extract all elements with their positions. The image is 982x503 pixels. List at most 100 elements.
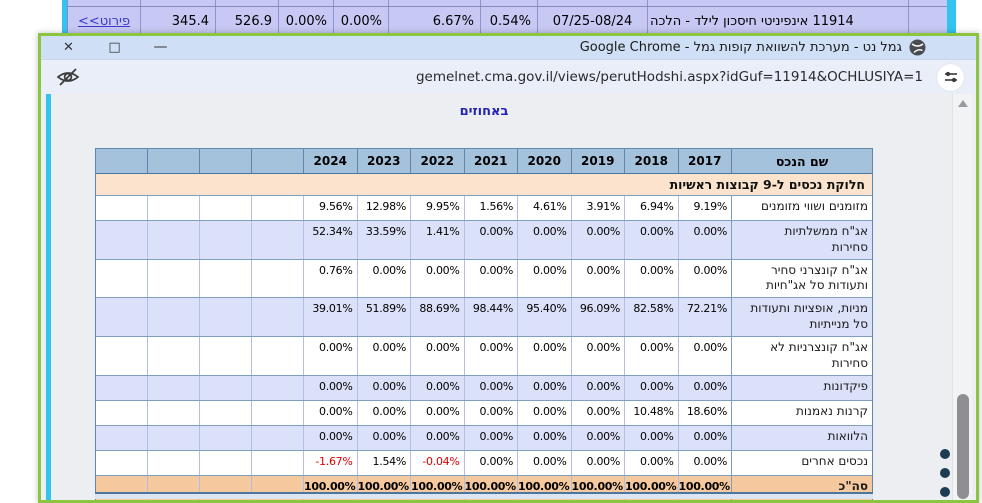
asset-value-cell: 100.00%: [679, 475, 732, 500]
floating-dots-widget[interactable]: [940, 449, 951, 500]
section-title: חלוקת נכסים ל-9 קבוצות ראשיות: [669, 177, 865, 192]
detail-link[interactable]: פירוט>>: [77, 14, 131, 29]
asset-value-cell: 98.44%: [465, 298, 518, 336]
dot-icon: [940, 468, 950, 478]
asset-name-cell: אג"ח קונצרני סחיר ותעודות סל אג"חיות: [765, 262, 868, 293]
asset-value-cell: 0.00%: [572, 259, 625, 298]
asset-value-cell: 100.00%: [304, 475, 358, 500]
asset-value-cell: 0.00%: [358, 425, 411, 450]
dot-icon: [940, 449, 950, 459]
asset-value-cell: 0.00%: [518, 221, 572, 259]
asset-value-cell: 0.00%: [411, 375, 465, 400]
asset-value-cell: 0.00%: [465, 259, 518, 298]
vertical-scrollbar[interactable]: [952, 94, 972, 500]
fund-row: פירוט>> 345.4 526.9 0.00% 0.00% 6.67% 0.…: [68, 7, 947, 36]
url-text[interactable]: gemelnet.cma.gov.il/views/perutHodshi.as…: [415, 69, 923, 85]
year-header: 2022: [411, 149, 465, 173]
year-header: 2024: [304, 149, 358, 173]
background-funds-table: פירוט>> 345.4 526.9 0.00% 0.00% 6.67% 0.…: [67, 0, 947, 36]
table-row: 0.00% 0.00% 0.00% 0.00% 0.00% 0.00% 0.00% 0.00%…: [96, 336, 872, 376]
asset-value-cell: 0.00%: [625, 336, 679, 375]
maximize-button[interactable]: □: [108, 40, 121, 55]
asset-value-cell: 1.56%: [465, 196, 518, 220]
asset-value-cell: 0.00%: [465, 450, 518, 475]
asset-value-cell: 0.00%: [465, 425, 518, 450]
asset-value-cell: 0.00%: [304, 375, 358, 400]
asset-value-cell: 12.98%: [358, 196, 411, 220]
fund-value-cell: 345.4: [141, 7, 216, 36]
background-partial-row: [68, 0, 947, 7]
asset-value-cell: 0.00%: [411, 425, 465, 450]
scrollbar-up-arrow[interactable]: [958, 100, 968, 107]
year-header: 2017: [679, 149, 732, 173]
section-title-row: חלוקת נכסים ל-9 קבוצות ראשיות: [96, 174, 872, 196]
asset-value-cell: 39.01%: [304, 298, 358, 336]
asset-name-cell: קרנות נאמנות: [796, 403, 868, 418]
asset-name-header: שם הנכס: [775, 154, 829, 169]
close-button[interactable]: ✕: [63, 40, 74, 55]
asset-value-cell: 0.00%: [679, 375, 732, 400]
table-row: 9.56% 12.98% 9.95% 1.56% 4.61% 3.91% 6.94% 9.19…: [96, 196, 872, 221]
tune-icon: [944, 71, 957, 83]
asset-value-cell: 82.58%: [625, 298, 679, 336]
asset-value-cell: 0.00%: [518, 336, 572, 375]
asset-value-cell: 10.48%: [625, 400, 679, 425]
fund-value-cell: 0.54%: [481, 7, 538, 36]
asset-value-cell: 0.00%: [518, 259, 572, 298]
asset-name-cell: סה"כ: [838, 478, 868, 493]
asset-value-cell: 51.89%: [358, 298, 411, 336]
asset-value-cell: -1.67%: [304, 450, 358, 475]
asset-value-cell: 0.00%: [304, 425, 358, 450]
asset-value-cell: 0.00%: [625, 221, 679, 259]
asset-value-cell: 0.00%: [572, 450, 625, 475]
year-header: 2023: [358, 149, 411, 173]
asset-value-cell: 18.60%: [679, 400, 732, 425]
fund-value-cell: 526.9: [216, 7, 279, 36]
site-settings-button[interactable]: [937, 63, 964, 91]
browser-window: ✕ □ — גמל נט - מערכת להשוואת קופות גמל -…: [38, 33, 979, 503]
fund-value-cell: 0.00%: [279, 7, 334, 36]
asset-value-cell: 0.00%: [572, 375, 625, 400]
window-titlebar[interactable]: ✕ □ — גמל נט - מערכת להשוואת קופות גמל -…: [41, 36, 976, 59]
asset-value-cell: 100.00%: [625, 475, 679, 500]
year-header: 2021: [465, 149, 518, 173]
asset-value-cell: 0.00%: [465, 336, 518, 375]
window-title: גמל נט - מערכת להשוואת קופות גמל - Googl…: [579, 40, 902, 55]
eye-slash-icon[interactable]: [55, 66, 81, 88]
asset-value-cell: 0.00%: [358, 336, 411, 375]
asset-value-cell: 9.19%: [679, 196, 732, 220]
asset-value-cell: 95.40%: [518, 298, 572, 336]
asset-value-cell: 0.76%: [304, 259, 358, 298]
page-accent-line-right: [947, 0, 956, 36]
asset-value-cell: 9.95%: [411, 196, 465, 220]
asset-value-cell: 0.00%: [679, 450, 732, 475]
globe-icon: [909, 39, 926, 56]
asset-value-cell: 3.91%: [572, 196, 625, 220]
asset-name-cell: הלוואות: [827, 428, 868, 443]
url-bar[interactable]: gemelnet.cma.gov.il/views/perutHodshi.as…: [41, 59, 976, 94]
asset-value-cell: 72.21%: [679, 298, 732, 336]
fund-value-cell: 6.67%: [389, 7, 481, 36]
content-accent-line: [46, 94, 51, 500]
table-row: 0.00% 0.00% 0.00% 0.00% 0.00% 0.00% 0.00% 0.00%…: [96, 425, 872, 451]
asset-value-cell: 0.00%: [304, 400, 358, 425]
scrollbar-thumb[interactable]: [957, 394, 969, 499]
table-row: 0.00% 0.00% 0.00% 0.00% 0.00% 0.00% 10.48% 18.6…: [96, 400, 872, 426]
asset-value-cell: 100.00%: [518, 475, 572, 500]
asset-value-cell: 100.00%: [358, 475, 411, 500]
asset-value-cell: 0.00%: [304, 336, 358, 375]
minimize-button[interactable]: —: [153, 39, 168, 55]
next-table-edge: [95, 492, 873, 499]
table-row: 0.00% 0.00% 0.00% 0.00% 0.00% 0.00% 0.00% 0.00%…: [96, 375, 872, 401]
fund-period-cell: 07/25-08/24: [538, 7, 648, 36]
page-content: באחוזים 2024 2023 2022 2021 2020 2019 20…: [41, 94, 976, 500]
background-page-strip: פירוט>> 345.4 526.9 0.00% 0.00% 6.67% 0.…: [0, 0, 982, 36]
asset-value-cell: 0.00%: [572, 425, 625, 450]
asset-value-cell: 100.00%: [465, 475, 518, 500]
asset-value-cell: 52.34%: [304, 221, 358, 259]
asset-name-cell: אג"ח קונצרניות לא סחירות: [770, 339, 868, 370]
asset-value-cell: 0.00%: [518, 450, 572, 475]
asset-value-cell: 6.94%: [625, 196, 679, 220]
year-header: 2018: [625, 149, 679, 173]
asset-value-cell: 1.54%: [358, 450, 411, 475]
